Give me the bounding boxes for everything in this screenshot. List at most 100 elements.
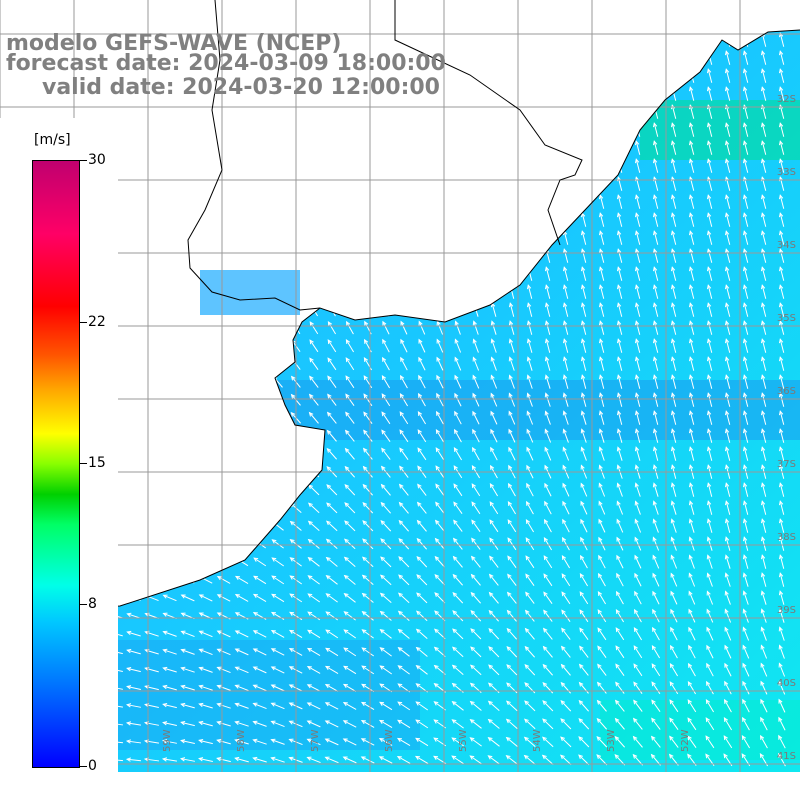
wind-arrow [454, 230, 461, 245]
wind-arrow [237, 231, 247, 245]
wind-arrow [578, 699, 590, 712]
wind-arrow [487, 736, 500, 747]
wind-arrow [397, 665, 410, 675]
wind-arrow [198, 630, 213, 638]
wind-arrow [400, 320, 408, 335]
wind-arrow [418, 302, 426, 317]
wind-arrow [454, 338, 462, 353]
border-line [187, 0, 321, 311]
wind-arrow [778, 266, 785, 281]
wind-arrow [742, 158, 749, 173]
wind-arrow [562, 32, 569, 47]
wind-arrow [361, 574, 374, 585]
wind-arrow [163, 394, 176, 405]
wind-arrow [126, 540, 141, 548]
colorbar-tick [79, 766, 87, 767]
wind-arrow [616, 410, 623, 425]
longitude-label: 59W [162, 729, 173, 752]
wind-arrow [706, 662, 714, 677]
wind-arrow [126, 685, 141, 690]
wind-arrow [742, 572, 749, 587]
wind-arrow [238, 122, 246, 137]
wind-arrow [125, 757, 142, 762]
wind-arrow [688, 482, 695, 497]
wind-arrow [706, 392, 713, 407]
wind-arrow [742, 86, 749, 101]
wind-arrow [326, 484, 338, 496]
wind-arrow [724, 374, 731, 389]
wind-arrow [634, 446, 641, 461]
wind-arrow [634, 374, 641, 389]
wind-arrow [580, 140, 587, 155]
wind-arrow [416, 519, 427, 532]
wind-arrow [452, 573, 464, 586]
wind-arrow [634, 320, 641, 335]
wind-arrow [670, 338, 677, 353]
wind-arrow [126, 486, 141, 494]
wind-arrow [382, 32, 389, 47]
wind-arrow [272, 412, 284, 424]
wind-arrow [688, 662, 696, 677]
wind-arrow [234, 648, 249, 656]
wind-arrow [596, 681, 607, 694]
wind-arrow [198, 702, 213, 709]
wind-arrow [634, 158, 641, 173]
wind-arrow [180, 702, 195, 709]
wind-arrow [147, 195, 157, 208]
wind-arrow [489, 537, 499, 550]
wind-arrow [470, 646, 482, 658]
wind-arrow [670, 68, 677, 83]
wind-arrow [180, 648, 195, 655]
wind-arrow [760, 338, 767, 353]
wind-arrow [162, 648, 177, 655]
wind-arrow [343, 574, 356, 585]
wind-arrow [328, 212, 336, 227]
wind-arrow [616, 248, 623, 263]
wind-arrow [364, 32, 371, 47]
wind-arrow [760, 248, 767, 263]
wind-arrow [472, 410, 480, 425]
wind-arrow [435, 483, 445, 496]
wind-arrow [490, 446, 498, 461]
wind-arrow [724, 194, 731, 209]
wind-arrow [454, 248, 461, 263]
wind-arrow [634, 266, 641, 281]
wind-arrow [362, 447, 373, 460]
wind-arrow [508, 212, 515, 227]
wind-arrow [598, 410, 605, 425]
wind-arrow [580, 554, 588, 569]
wind-arrow [452, 610, 464, 622]
wind-arrow [451, 646, 464, 658]
wind-arrow [181, 376, 194, 388]
wind-arrow [253, 484, 266, 495]
wind-arrow [418, 320, 426, 335]
wind-arrow [598, 50, 605, 65]
wind-arrow [688, 284, 695, 299]
wind-arrow [724, 428, 731, 443]
wind-arrow [562, 86, 569, 101]
wind-arrow [146, 231, 157, 244]
wind-arrow [508, 86, 515, 101]
latitude-label: 41S [776, 751, 796, 762]
forecast-date: forecast date: 2024-03-09 18:00:00 [6, 51, 446, 76]
map-canvas [0, 0, 800, 772]
wind-arrow [397, 592, 410, 604]
wind-arrow [436, 374, 444, 389]
colorbar-label: 22 [88, 313, 106, 330]
wind-arrow [652, 590, 660, 605]
wind-arrow [562, 158, 569, 173]
wind-arrow [39, 105, 49, 118]
wind-arrow [125, 721, 141, 726]
wind-arrow [526, 428, 534, 443]
wind-arrow [436, 230, 443, 245]
wind-arrow [252, 702, 267, 710]
wind-arrow [434, 537, 445, 550]
wind-arrow [235, 539, 249, 549]
wind-arrow [380, 538, 392, 550]
wind-arrow [724, 320, 731, 335]
wind-arrow [597, 591, 607, 605]
wind-arrow [342, 738, 357, 746]
wind-arrow [742, 320, 749, 335]
wind-arrow [127, 431, 141, 441]
wind-arrow [526, 68, 533, 83]
